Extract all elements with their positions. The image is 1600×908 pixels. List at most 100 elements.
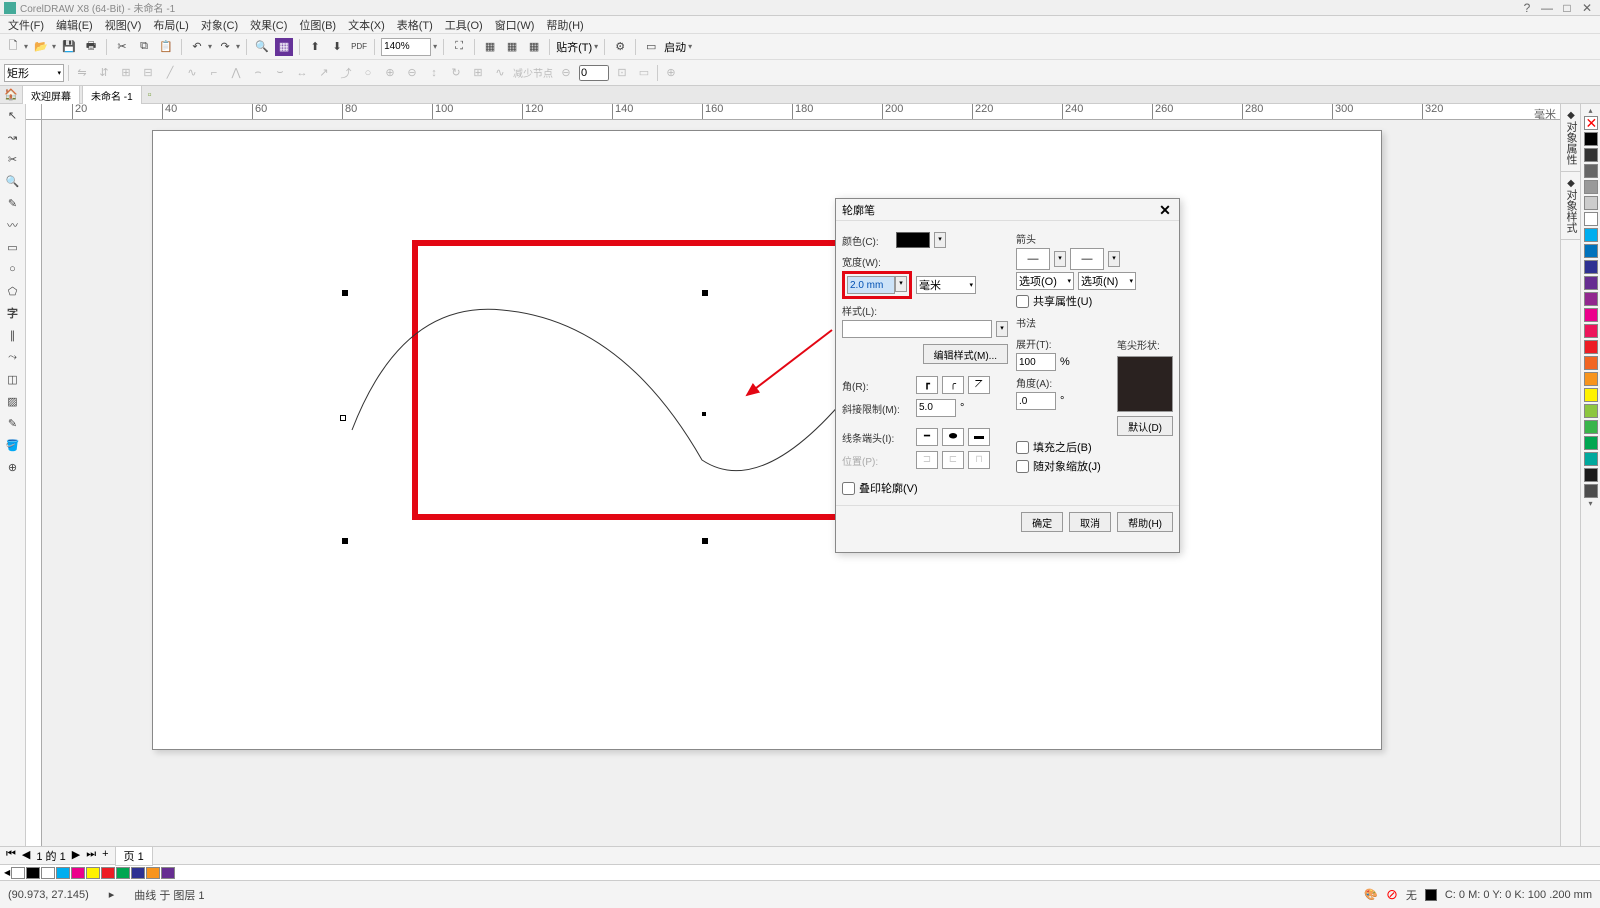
- color-swatch[interactable]: [1584, 180, 1598, 194]
- hcolor-swatch[interactable]: [26, 867, 40, 879]
- freehand-tool-icon[interactable]: ✎: [4, 194, 22, 212]
- nav-prev-icon[interactable]: ◀: [20, 848, 32, 864]
- rulers-icon[interactable]: ▦: [481, 38, 499, 56]
- menu-file[interactable]: 文件(F): [2, 17, 50, 33]
- save-icon[interactable]: 💾: [60, 38, 78, 56]
- style-combo[interactable]: [842, 320, 992, 338]
- grid-icon[interactable]: ▦: [503, 38, 521, 56]
- docker-tab-styles[interactable]: ◆ 对象样式: [1561, 172, 1581, 240]
- nav-next-icon[interactable]: ▶: [70, 848, 82, 864]
- menu-bitmap[interactable]: 位图(B): [293, 17, 342, 33]
- share-checkbox[interactable]: [1016, 295, 1029, 308]
- menu-tools[interactable]: 工具(O): [439, 17, 489, 33]
- color-swatch[interactable]: [1584, 452, 1598, 466]
- menu-edit[interactable]: 编辑(E): [50, 17, 99, 33]
- guides-icon[interactable]: ▦: [525, 38, 543, 56]
- width-dropdown-icon[interactable]: ▾: [895, 276, 907, 292]
- hcolor-swatch[interactable]: [86, 867, 100, 879]
- docker-tab-properties[interactable]: ◆ 对象属性: [1561, 104, 1581, 172]
- page-tab[interactable]: 页 1: [115, 846, 153, 866]
- edit-style-button[interactable]: 编辑样式(M)...: [923, 344, 1008, 364]
- open-icon[interactable]: 📂: [32, 38, 50, 56]
- ok-button[interactable]: 确定: [1021, 512, 1063, 532]
- color-swatch[interactable]: [1584, 292, 1598, 306]
- tab-close-icon[interactable]: ▫: [148, 89, 152, 101]
- export-icon[interactable]: ⬆: [306, 38, 324, 56]
- parallel-tool-icon[interactable]: ∥: [4, 326, 22, 344]
- snap-dropdown[interactable]: 贴齐(T): [556, 39, 592, 55]
- hcolor-swatch[interactable]: [161, 867, 175, 879]
- arrow-end-preview[interactable]: —: [1070, 248, 1104, 270]
- minimize-icon[interactable]: —: [1538, 1, 1556, 15]
- cap-square-icon[interactable]: ▬: [968, 428, 990, 446]
- menu-layout[interactable]: 布局(L): [147, 17, 194, 33]
- menu-window[interactable]: 窗口(W): [489, 17, 541, 33]
- color-swatch[interactable]: [1584, 404, 1598, 418]
- nav-first-icon[interactable]: ⏮: [4, 848, 18, 864]
- overprint-checkbox[interactable]: [842, 482, 855, 495]
- hcolor-swatch[interactable]: [56, 867, 70, 879]
- launch-dropdown[interactable]: 启动: [664, 39, 686, 55]
- color-swatch[interactable]: [1584, 308, 1598, 322]
- zoom-input[interactable]: [381, 38, 431, 56]
- color-swatch[interactable]: [1584, 388, 1598, 402]
- color-swatch[interactable]: [1584, 340, 1598, 354]
- menu-effects[interactable]: 效果(C): [244, 17, 293, 33]
- maximize-icon[interactable]: □: [1558, 1, 1576, 15]
- color-swatch[interactable]: [1584, 356, 1598, 370]
- color-swatch[interactable]: [1584, 436, 1598, 450]
- color-swatch[interactable]: [1584, 324, 1598, 338]
- color-dropdown-icon[interactable]: ▾: [934, 232, 946, 248]
- options-icon[interactable]: ⚙: [611, 38, 629, 56]
- outline-swatch[interactable]: [1425, 889, 1437, 901]
- color-swatch[interactable]: [1584, 260, 1598, 274]
- color-swatch[interactable]: [1584, 484, 1598, 498]
- miter-input[interactable]: [916, 399, 956, 417]
- dropshadow-tool-icon[interactable]: ◫: [4, 370, 22, 388]
- selection-handle[interactable]: [340, 415, 346, 421]
- corner-bevel-icon[interactable]: ⦢: [968, 376, 990, 394]
- ellipse-tool-icon[interactable]: ○: [4, 260, 22, 278]
- connector-tool-icon[interactable]: ⤳: [4, 348, 22, 366]
- color-swatch[interactable]: [1584, 276, 1598, 290]
- no-color-swatch-h[interactable]: [11, 867, 25, 879]
- selection-handle[interactable]: [342, 290, 348, 296]
- behind-checkbox[interactable]: [1016, 441, 1029, 454]
- scale-checkbox[interactable]: [1016, 460, 1029, 473]
- paste-icon[interactable]: 📋: [157, 38, 175, 56]
- copy-icon[interactable]: ⧉: [135, 38, 153, 56]
- color-swatch[interactable]: [1584, 148, 1598, 162]
- corner-round-icon[interactable]: ╭: [942, 376, 964, 394]
- close-icon[interactable]: ✕: [1578, 1, 1596, 15]
- color-swatch[interactable]: [1584, 468, 1598, 482]
- color-swatch[interactable]: [1584, 420, 1598, 434]
- style-dropdown-icon[interactable]: ▾: [996, 321, 1008, 337]
- cap-round-icon[interactable]: ⬬: [942, 428, 964, 446]
- hcolor-swatch[interactable]: [146, 867, 160, 879]
- fill-tool-icon[interactable]: 🪣: [4, 436, 22, 454]
- zoom-tool-icon[interactable]: 🔍: [4, 172, 22, 190]
- arrow-options-right[interactable]: 选项(N)▾: [1078, 272, 1136, 290]
- publish-icon[interactable]: ⬇: [328, 38, 346, 56]
- undo-icon[interactable]: ↶: [188, 38, 206, 56]
- selection-handle[interactable]: [702, 290, 708, 296]
- color-swatch[interactable]: [1584, 132, 1598, 146]
- home-icon[interactable]: 🏠: [4, 88, 18, 102]
- pdf-icon[interactable]: PDF: [350, 38, 368, 56]
- hcolor-swatch[interactable]: [116, 867, 130, 879]
- shape-combo[interactable]: 矩形▾: [4, 64, 64, 82]
- pick-tool-icon[interactable]: ↖: [4, 106, 22, 124]
- outline-tool-icon[interactable]: ⊕: [4, 458, 22, 476]
- nav-add-icon[interactable]: +: [100, 848, 110, 864]
- menu-object[interactable]: 对象(C): [195, 17, 244, 33]
- menu-view[interactable]: 视图(V): [99, 17, 148, 33]
- color-swatch[interactable]: [1584, 372, 1598, 386]
- tab-welcome[interactable]: 欢迎屏幕: [22, 85, 80, 105]
- print-icon[interactable]: 🖶: [82, 38, 100, 56]
- default-button[interactable]: 默认(D): [1117, 416, 1173, 436]
- cap-butt-icon[interactable]: ━: [916, 428, 938, 446]
- nav-last-icon[interactable]: ⏭: [84, 848, 98, 864]
- color-swatch-button[interactable]: [896, 232, 930, 248]
- menu-table[interactable]: 表格(T): [391, 17, 439, 33]
- unit-combo[interactable]: 毫米▾: [916, 276, 976, 294]
